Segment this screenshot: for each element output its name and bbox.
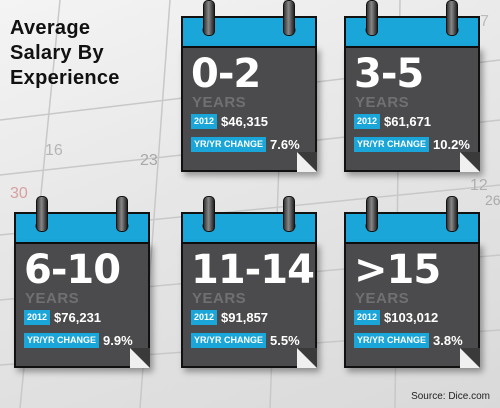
binder-ring-icon: [366, 0, 378, 36]
calendar-body: >15 YEARS 2012 $103,012 YR/YR CHANGE 3.8…: [344, 242, 480, 368]
change-tag: YR/YR CHANGE: [354, 137, 430, 152]
change-row: YR/YR CHANGE 9.9%: [24, 333, 133, 348]
salary-value: $91,857: [221, 310, 269, 325]
years-label: YEARS: [192, 290, 247, 307]
change-value: 9.9%: [103, 333, 133, 348]
year-tag: 2012: [24, 310, 51, 325]
source-credit: Source: Dice.com: [411, 391, 490, 402]
calendar-card-3-5: 3-5 YEARS 2012 $61,671 YR/YR CHANGE 10.2…: [344, 0, 480, 172]
bg-number: 30: [10, 185, 28, 202]
change-value: 5.5%: [270, 333, 300, 348]
change-value: 7.6%: [270, 137, 300, 152]
years-label: YEARS: [355, 290, 410, 307]
calendar-body: 3-5 YEARS 2012 $61,671 YR/YR CHANGE 10.2…: [344, 46, 480, 172]
calendar-card-6-10: 6-10 YEARS 2012 $76,231 YR/YR CHANGE 9.9…: [14, 196, 150, 368]
calendar-body: 11-14 YEARS 2012 $91,857 YR/YR CHANGE 5.…: [181, 242, 317, 368]
title-line: Average: [10, 17, 91, 39]
year-tag: 2012: [354, 114, 381, 129]
page-curl-icon: [297, 152, 317, 172]
title-line: Experience: [10, 67, 120, 89]
page-curl-icon: [130, 348, 150, 368]
change-row: YR/YR CHANGE 3.8%: [354, 333, 463, 348]
experience-range: 11-14: [191, 247, 315, 293]
change-row: YR/YR CHANGE 5.5%: [191, 333, 300, 348]
change-value: 10.2%: [433, 137, 470, 152]
salary-value: $76,231: [54, 310, 102, 325]
salary-row: 2012 $76,231: [24, 310, 101, 325]
years-label: YEARS: [192, 94, 247, 111]
page-title: Average Salary By Experience: [10, 16, 170, 91]
experience-range: >15: [354, 247, 441, 293]
years-label: YEARS: [355, 94, 410, 111]
years-label: YEARS: [25, 290, 80, 307]
change-row: YR/YR CHANGE 10.2%: [354, 137, 470, 152]
bg-number: 23: [140, 152, 158, 169]
salary-row: 2012 $46,315: [191, 114, 268, 129]
salary-row: 2012 $61,671: [354, 114, 431, 129]
change-tag: YR/YR CHANGE: [24, 333, 100, 348]
bg-number: 12: [470, 177, 488, 194]
binder-ring-icon: [283, 0, 295, 36]
binder-ring-icon: [366, 196, 378, 232]
calendar-card-15-plus: >15 YEARS 2012 $103,012 YR/YR CHANGE 3.8…: [344, 196, 480, 368]
salary-row: 2012 $103,012: [354, 310, 438, 325]
salary-value: $103,012: [384, 310, 439, 325]
title-line: Salary By: [10, 42, 104, 64]
calendar-body: 6-10 YEARS 2012 $76,231 YR/YR CHANGE 9.9…: [14, 242, 150, 368]
change-value: 3.8%: [433, 333, 463, 348]
binder-ring-icon: [446, 196, 458, 232]
salary-value: $46,315: [221, 114, 269, 129]
page-curl-icon: [297, 348, 317, 368]
calendar-body: 0-2 YEARS 2012 $46,315 YR/YR CHANGE 7.6%: [181, 46, 317, 172]
change-row: YR/YR CHANGE 7.6%: [191, 137, 300, 152]
salary-row: 2012 $91,857: [191, 310, 268, 325]
year-tag: 2012: [191, 310, 218, 325]
binder-ring-icon: [203, 0, 215, 36]
binder-ring-icon: [116, 196, 128, 232]
bg-number: 16: [45, 142, 63, 159]
experience-range: 3-5: [354, 51, 424, 97]
change-tag: YR/YR CHANGE: [191, 137, 267, 152]
experience-range: 6-10: [24, 247, 121, 293]
experience-range: 0-2: [191, 51, 261, 97]
calendar-card-0-2: 0-2 YEARS 2012 $46,315 YR/YR CHANGE 7.6%: [181, 0, 317, 172]
binder-ring-icon: [203, 196, 215, 232]
year-tag: 2012: [354, 310, 381, 325]
year-tag: 2012: [191, 114, 218, 129]
binder-ring-icon: [36, 196, 48, 232]
change-tag: YR/YR CHANGE: [191, 333, 267, 348]
change-tag: YR/YR CHANGE: [354, 333, 430, 348]
calendar-card-11-14: 11-14 YEARS 2012 $91,857 YR/YR CHANGE 5.…: [181, 196, 317, 368]
binder-ring-icon: [446, 0, 458, 36]
bg-number: 26: [485, 192, 500, 208]
page-curl-icon: [460, 348, 480, 368]
bg-number: 7: [480, 13, 489, 30]
salary-value: $61,671: [384, 114, 432, 129]
page-curl-icon: [460, 152, 480, 172]
binder-ring-icon: [283, 196, 295, 232]
